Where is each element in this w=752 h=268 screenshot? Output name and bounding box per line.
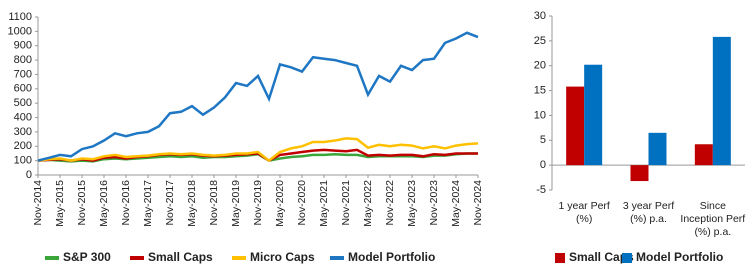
x-tick-label: Nov-2015 <box>76 180 88 226</box>
x-tick-label: Nov-2019 <box>252 180 264 226</box>
legend-label: Small Caps <box>148 250 213 264</box>
line-series <box>37 31 479 162</box>
legend-label: Small Caps <box>569 250 634 264</box>
bar <box>584 64 603 166</box>
x-tick-label: Nov-2024 <box>472 180 484 226</box>
legend-label: S&P 300 <box>63 250 111 264</box>
y-tick-label: -5 <box>536 184 546 196</box>
y-tick-label: 200 <box>14 140 32 152</box>
x-tick-label: Since Inception Perf (%) p.a. <box>680 200 746 238</box>
legend-swatch <box>555 253 565 263</box>
x-tick-label: May-2016 <box>98 180 110 227</box>
y-tick-label: 10 <box>534 109 546 121</box>
y-tick-label: 25 <box>534 35 546 47</box>
y-tick-label: 400 <box>14 111 32 123</box>
y-tick-label: 5 <box>540 134 546 146</box>
y-tick-label: 20 <box>534 60 546 72</box>
x-tick-label: Nov-2014 <box>32 180 44 226</box>
y-tick-label: 600 <box>14 83 32 95</box>
x-tick-label: May-2018 <box>186 180 198 227</box>
legend-label: Micro Caps <box>250 250 315 264</box>
y-tick-label: 30 <box>534 10 546 22</box>
x-tick-label: May-2020 <box>274 180 286 227</box>
x-tick-label: 3 year Perf (%) p.a. <box>622 200 675 225</box>
x-tick-label: May-2019 <box>230 180 242 227</box>
x-tick-label: May-2024 <box>450 180 462 227</box>
x-tick-label: 1 year Perf (%) <box>558 200 610 225</box>
y-tick-label: 800 <box>14 54 32 66</box>
x-tick-label: Nov-2018 <box>208 180 220 226</box>
x-tick-label: May-2021 <box>318 180 330 227</box>
x-tick-label: Nov-2021 <box>340 180 352 226</box>
bar <box>566 86 585 166</box>
x-tick-label: May-2017 <box>142 180 154 227</box>
x-tick-label: Nov-2016 <box>120 180 132 226</box>
line-series <box>37 137 479 163</box>
x-tick-label: Nov-2020 <box>296 180 308 226</box>
y-tick-label: 500 <box>14 97 32 109</box>
y-tick-label: 0 <box>540 159 546 171</box>
legend-label: Model Portfolio <box>636 250 723 264</box>
bar <box>712 36 731 166</box>
y-tick-label: 700 <box>14 68 32 80</box>
x-tick-label: May-2015 <box>54 180 66 227</box>
y-tick-label: 1000 <box>8 25 32 37</box>
bar <box>648 132 667 166</box>
x-tick-label: Nov-2023 <box>428 180 440 226</box>
y-tick-label: 300 <box>14 126 32 138</box>
legend-label: Model Portfolio <box>348 250 435 264</box>
bar <box>630 165 649 182</box>
bar <box>694 144 713 166</box>
x-tick-label: Nov-2022 <box>384 180 396 226</box>
y-tick-label: 900 <box>14 40 32 52</box>
y-tick-label: 100 <box>14 155 32 167</box>
x-tick-label: Nov-2017 <box>164 180 176 226</box>
y-tick-label: 1100 <box>8 11 32 23</box>
x-tick-label: May-2022 <box>362 180 374 227</box>
legend-swatch <box>622 253 632 263</box>
y-tick-label: 0 <box>26 169 32 181</box>
y-tick-label: 15 <box>534 84 546 96</box>
x-tick-label: May-2023 <box>406 180 418 227</box>
